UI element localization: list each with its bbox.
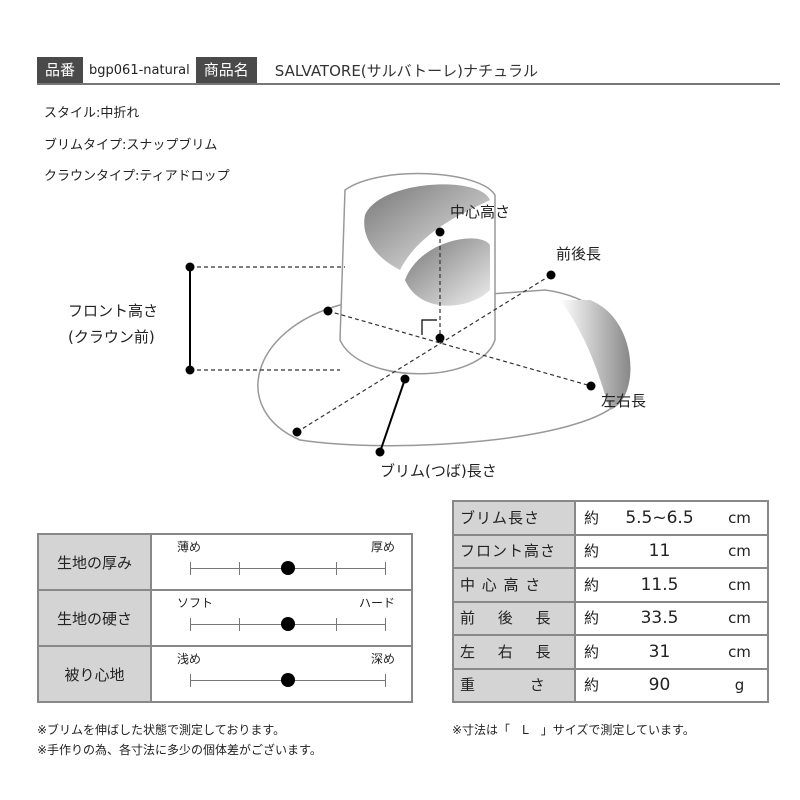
feel-scale: ソフト ハード <box>150 589 413 647</box>
size-table: ブリム長さ約 5.5~6.5 cm フロント高さ約 11 cm 中 心 高 さ約 11.5 cm… <box>452 500 769 703</box>
scale-min-label: 浅め <box>177 652 202 666</box>
feel-label: 生地の硬さ <box>37 589 152 647</box>
scale-max-label: ハード <box>358 596 395 610</box>
size-value: 33.5 <box>607 600 712 636</box>
approx: 約 <box>574 567 607 603</box>
note-handmade: ※手作りの為、各寸法に多少の個体差がございます。 <box>37 743 322 757</box>
scale-tick <box>336 562 338 575</box>
size-row: 左 右 長約 31 cm <box>452 634 769 670</box>
approx: 約 <box>574 634 607 670</box>
scale-tick <box>336 618 338 631</box>
scale-tick <box>385 618 386 631</box>
size-value: 31 <box>607 634 712 670</box>
size-label: ブリム長さ <box>452 500 576 536</box>
size-row: ブリム長さ約 5.5~6.5 cm <box>452 500 769 536</box>
scale-tick <box>238 618 240 631</box>
size-unit: cm <box>712 567 769 603</box>
spec-crown-type: クラウンタイプ:ティアドロップ <box>44 169 230 184</box>
size-value: 90 <box>607 667 712 703</box>
scale-marker <box>280 561 295 575</box>
scale-tick <box>190 618 191 631</box>
size-unit: cm <box>712 634 769 670</box>
size-label: 前 後 長 <box>452 600 576 636</box>
hat-diagram <box>185 172 631 457</box>
label-front-height: フロント高さ <box>68 302 159 320</box>
feel-label: 被り心地 <box>37 645 152 703</box>
scale-marker <box>280 673 295 687</box>
size-unit: cm <box>712 600 769 636</box>
note-size: ※寸法は「 L 」サイズで測定しています。 <box>452 723 695 737</box>
size-row: 中 心 高 さ約 11.5 cm <box>452 567 769 603</box>
product-name: SALVATORE(サルバトーレ)ナチュラル <box>274 61 538 80</box>
label-front-back: 前後長 <box>556 245 602 263</box>
size-label: フロント高さ <box>452 533 576 569</box>
header-divider <box>37 83 780 85</box>
scale-tick <box>385 674 386 687</box>
size-label: 左 右 長 <box>452 634 576 670</box>
feel-table: 生地の厚み 薄め 厚め生地の硬さ ソフト ハード被り心地 浅め 深め <box>37 533 413 703</box>
approx: 約 <box>574 533 607 569</box>
name-label: 商品名 <box>195 57 257 83</box>
feel-row: 被り心地 浅め 深め <box>37 645 413 703</box>
size-label: 重 さ <box>452 667 576 703</box>
size-row: 前 後 長約 33.5 cm <box>452 600 769 636</box>
approx: 約 <box>574 500 607 536</box>
feel-label: 生地の厚み <box>37 533 152 591</box>
feel-row: 生地の厚み 薄め 厚め <box>37 533 413 591</box>
note-brim: ※ブリムを伸ばした状態で測定しております。 <box>37 723 286 737</box>
scale-tick <box>190 562 191 575</box>
size-unit: cm <box>712 500 769 536</box>
size-unit: cm <box>712 533 769 569</box>
label-front-height-note: (クラウン前) <box>68 328 155 346</box>
spec-brim-type: ブリムタイプ:スナップブリム <box>44 138 218 153</box>
label-left-right: 左右長 <box>601 392 647 410</box>
label-center-height: 中心高さ <box>450 203 511 221</box>
feel-scale: 浅め 深め <box>150 645 413 703</box>
approx: 約 <box>574 600 607 636</box>
product-header: 品番 bgp061-natural 商品名 SALVATORE(サルバトーレ)ナ… <box>37 57 538 83</box>
code-label: 品番 <box>37 57 84 83</box>
approx: 約 <box>574 667 607 703</box>
feel-scale: 薄め 厚め <box>150 533 413 591</box>
scale-wrap: ソフト ハード <box>153 592 410 644</box>
product-code: bgp061-natural <box>89 62 190 78</box>
size-row: 重 さ約 90 g <box>452 667 769 703</box>
scale-wrap: 薄め 厚め <box>153 536 410 588</box>
label-brim-length: ブリム(つば)長さ <box>380 462 497 480</box>
feel-row: 生地の硬さ ソフト ハード <box>37 589 413 647</box>
scale-tick <box>238 562 240 575</box>
size-value: 11 <box>607 533 712 569</box>
spec-style: スタイル:中折れ <box>44 106 140 121</box>
scale-tick <box>190 674 191 687</box>
size-value: 11.5 <box>607 567 712 603</box>
scale-min-label: 薄め <box>177 540 202 554</box>
size-label: 中 心 高 さ <box>452 567 576 603</box>
size-value: 5.5~6.5 <box>607 500 712 536</box>
scale-marker <box>280 617 295 631</box>
scale-min-label: ソフト <box>177 596 214 610</box>
scale-max-label: 厚め <box>370 540 395 554</box>
scale-max-label: 深め <box>370 652 395 666</box>
size-unit: g <box>712 667 769 703</box>
scale-tick <box>385 562 386 575</box>
size-row: フロント高さ約 11 cm <box>452 533 769 569</box>
scale-wrap: 浅め 深め <box>153 648 410 700</box>
